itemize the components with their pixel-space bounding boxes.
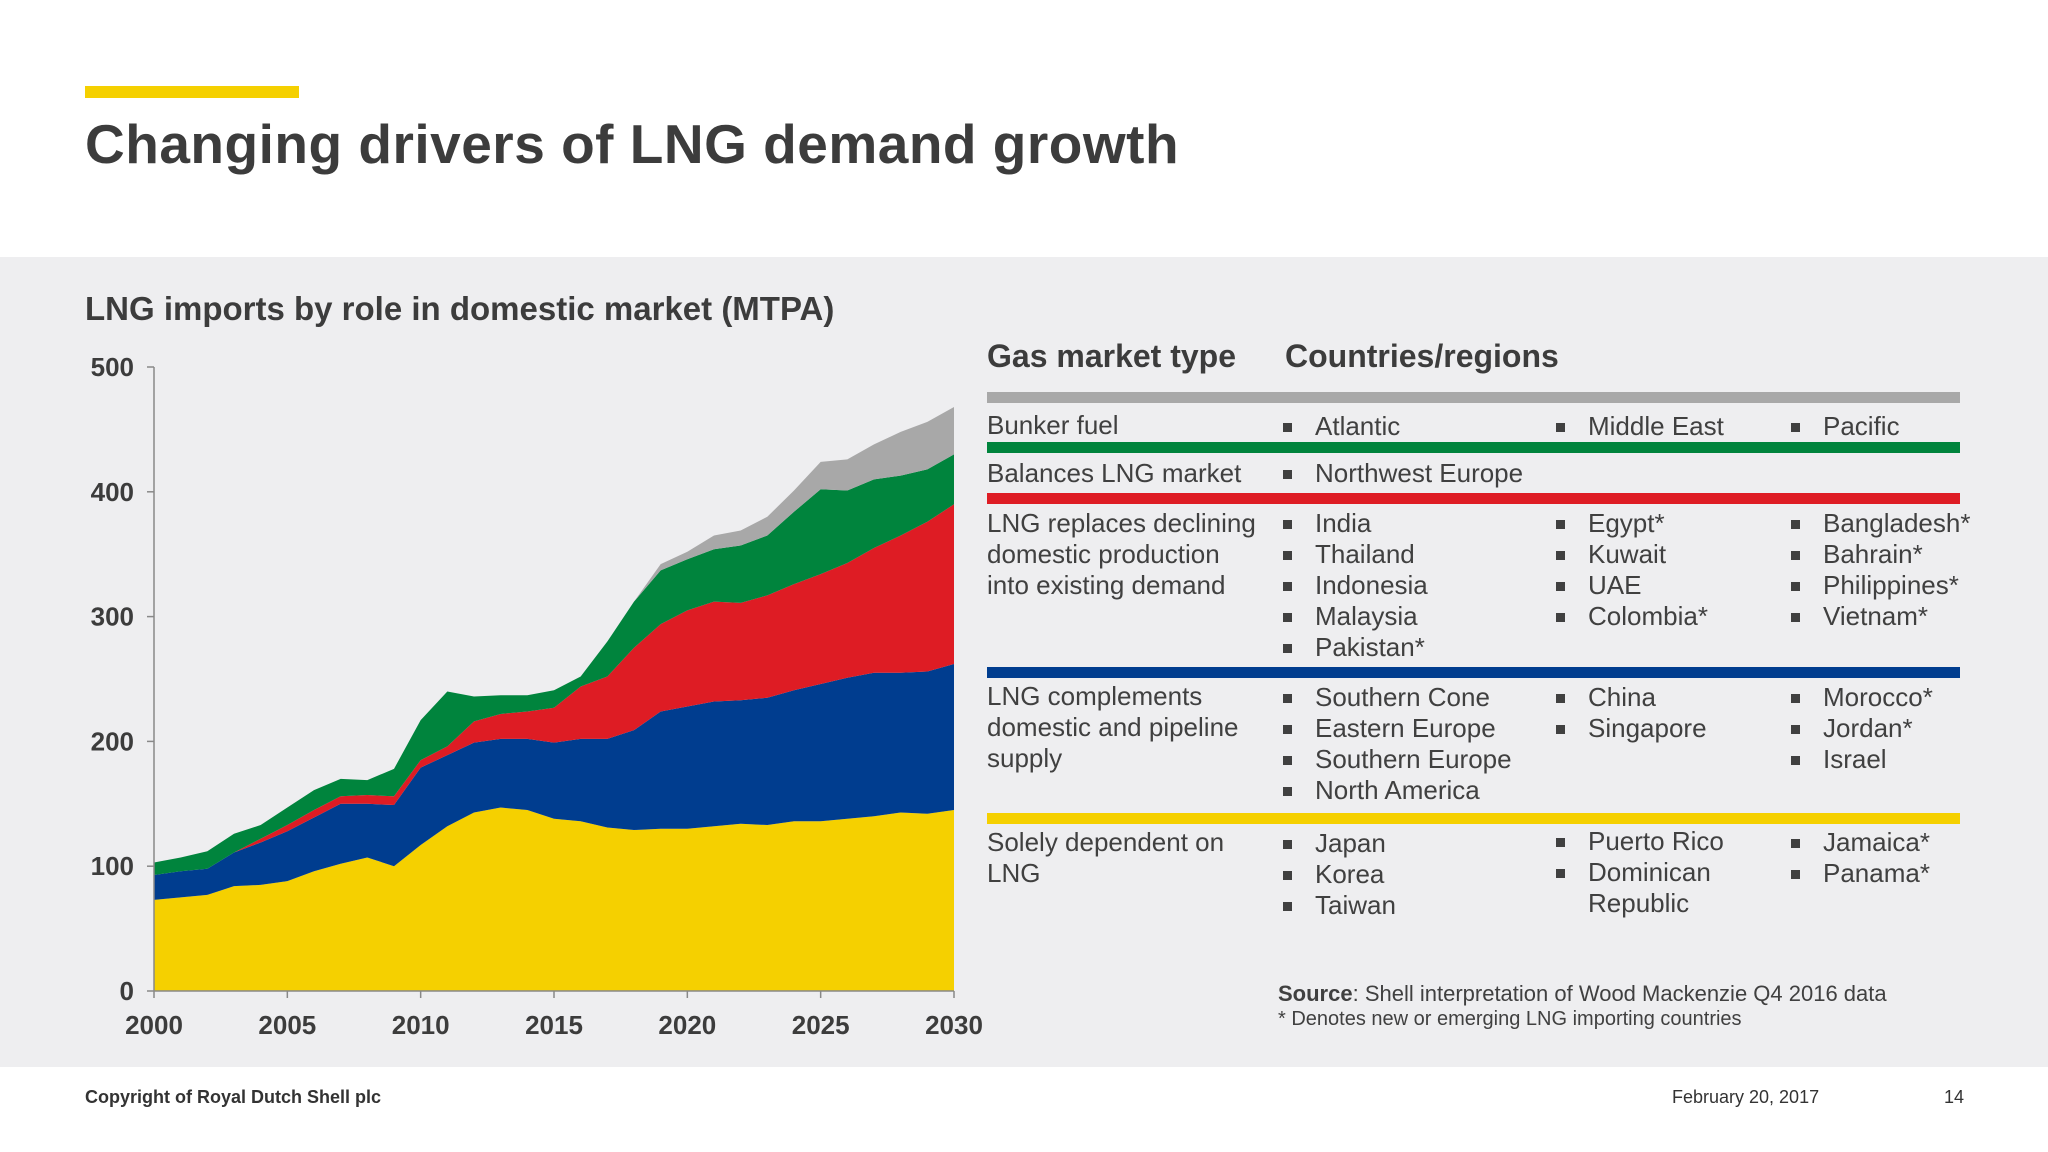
list-item-continuation: Republic <box>1588 888 1690 918</box>
rule-balances-lng-market <box>987 442 1960 453</box>
list-item: UAE <box>1556 570 1708 601</box>
area-series-2 <box>154 664 954 900</box>
list-item: Egypt* <box>1556 508 1708 539</box>
list-item: Japan <box>1283 828 1396 859</box>
list-item: India <box>1283 508 1428 539</box>
market-type-bunker-fuel: Bunker fuel <box>987 410 1119 440</box>
y-tick-label: 500 <box>91 352 134 382</box>
list-item: Korea <box>1283 859 1396 890</box>
list-item: Puerto Rico <box>1556 826 1724 857</box>
list-item: Dominican <box>1556 857 1724 888</box>
table-header-gas-market-type: Gas market type <box>987 338 1237 374</box>
countries-balances-col1: Northwest Europe <box>1283 458 1523 489</box>
rule-lng-replaces <box>987 493 1960 504</box>
y-tick-label: 200 <box>91 726 134 756</box>
x-tick-label: 2020 <box>658 1010 716 1040</box>
market-type-solely-dependent: Solely dependent on LNG <box>987 827 1225 888</box>
list-item: Southern Cone <box>1283 682 1512 713</box>
x-tick-label: 2000 <box>125 1010 183 1040</box>
list-item: Indonesia <box>1283 570 1428 601</box>
x-tick-label: 2025 <box>792 1010 850 1040</box>
countries-complements-col2: China Singapore <box>1556 682 1707 744</box>
list-item: Singapore <box>1556 713 1707 744</box>
countries-bunker-col3: Pacific <box>1791 411 1900 442</box>
x-tick-label: 2005 <box>258 1010 316 1040</box>
area-series-5 <box>154 406 954 863</box>
list-item: Bangladesh* <box>1791 508 1970 539</box>
page-number: 14 <box>1944 1087 1965 1107</box>
countries-replaces-col2: Egypt* Kuwait UAE Colombia* <box>1556 508 1708 632</box>
list-item: Jamaica* <box>1791 827 1930 858</box>
list-item: China <box>1556 682 1707 713</box>
list-item: North America <box>1283 775 1512 806</box>
list-item: Atlantic <box>1283 411 1400 442</box>
area-series-3 <box>154 504 954 875</box>
list-item: Colombia* <box>1556 601 1708 632</box>
countries-complements-col3: Morocco* Jordan* Israel <box>1791 682 1933 775</box>
y-tick-label: 0 <box>120 976 134 1006</box>
countries-bunker-col2: Middle East <box>1556 411 1724 442</box>
list-item: Jordan* <box>1791 713 1933 744</box>
footnote: * Denotes new or emerging LNG importing … <box>1278 1008 1742 1030</box>
market-type-balances: Balances LNG market <box>987 458 1242 488</box>
chart-title: LNG imports by role in domestic market (… <box>85 290 835 327</box>
area-series-1 <box>154 807 954 991</box>
x-tick-label: 2015 <box>525 1010 583 1040</box>
market-type-complements: LNG complements domestic and pipeline su… <box>987 681 1239 773</box>
countries-solely-col2: Puerto Rico Dominican Republic <box>1556 826 1724 919</box>
source-note: Source: Shell interpretation of Wood Mac… <box>1278 981 1887 1007</box>
list-item: Pacific <box>1791 411 1900 442</box>
countries-complements-col1: Southern Cone Eastern Europe Southern Eu… <box>1283 682 1512 806</box>
list-item: Thailand <box>1283 539 1428 570</box>
lng-imports-area-chart: 0 100 200 300 400 500 2000 2005 2010 2015 2020 2025… <box>91 352 983 1040</box>
rule-lng-complements <box>987 667 1960 678</box>
list-item: Southern Europe <box>1283 744 1512 775</box>
list-item: Malaysia <box>1283 601 1428 632</box>
list-item: Taiwan <box>1283 890 1396 921</box>
footer-date: February 20, 2017 <box>1672 1087 1820 1107</box>
rule-bunker-fuel <box>987 392 1960 403</box>
list-item: Pakistan* <box>1283 632 1428 663</box>
list-item: Vietnam* <box>1791 601 1970 632</box>
list-item: Morocco* <box>1791 682 1933 713</box>
list-item: Bahrain* <box>1791 539 1970 570</box>
list-item: Middle East <box>1556 411 1724 442</box>
source-text: : Shell interpretation of Wood Mackenzie… <box>1352 981 1887 1006</box>
list-item: Kuwait <box>1556 539 1708 570</box>
list-item: Philippines* <box>1791 570 1970 601</box>
countries-bunker-col1: Atlantic <box>1283 411 1400 442</box>
countries-replaces-col3: Bangladesh* Bahrain* Philippines* Vietna… <box>1791 508 1970 632</box>
y-tick-label: 300 <box>91 602 134 632</box>
list-item: Eastern Europe <box>1283 713 1512 744</box>
y-tick-label: 400 <box>91 477 134 507</box>
y-tick-label: 100 <box>91 851 134 881</box>
title-accent-bar <box>85 86 299 98</box>
area-series-4 <box>154 454 954 875</box>
x-tick-label: 2030 <box>925 1010 983 1040</box>
table-header-countries-regions: Countries/regions <box>1285 338 1559 374</box>
list-item: Israel <box>1791 744 1933 775</box>
countries-solely-col3: Jamaica* Panama* <box>1791 827 1930 889</box>
source-label: Source <box>1278 981 1353 1006</box>
list-item: Northwest Europe <box>1283 458 1523 489</box>
countries-replaces-col1: India Thailand Indonesia Malaysia Pakist… <box>1283 508 1428 663</box>
market-type-replaces: LNG replaces declining domestic producti… <box>987 508 1256 600</box>
x-tick-label: 2010 <box>392 1010 450 1040</box>
rule-solely-dependent <box>987 813 1960 824</box>
list-item: Panama* <box>1791 858 1930 889</box>
countries-solely-col1: Japan Korea Taiwan <box>1283 828 1396 921</box>
copyright: Copyright of Royal Dutch Shell plc <box>85 1087 382 1107</box>
page-title: Changing drivers of LNG demand growth <box>85 113 1180 175</box>
